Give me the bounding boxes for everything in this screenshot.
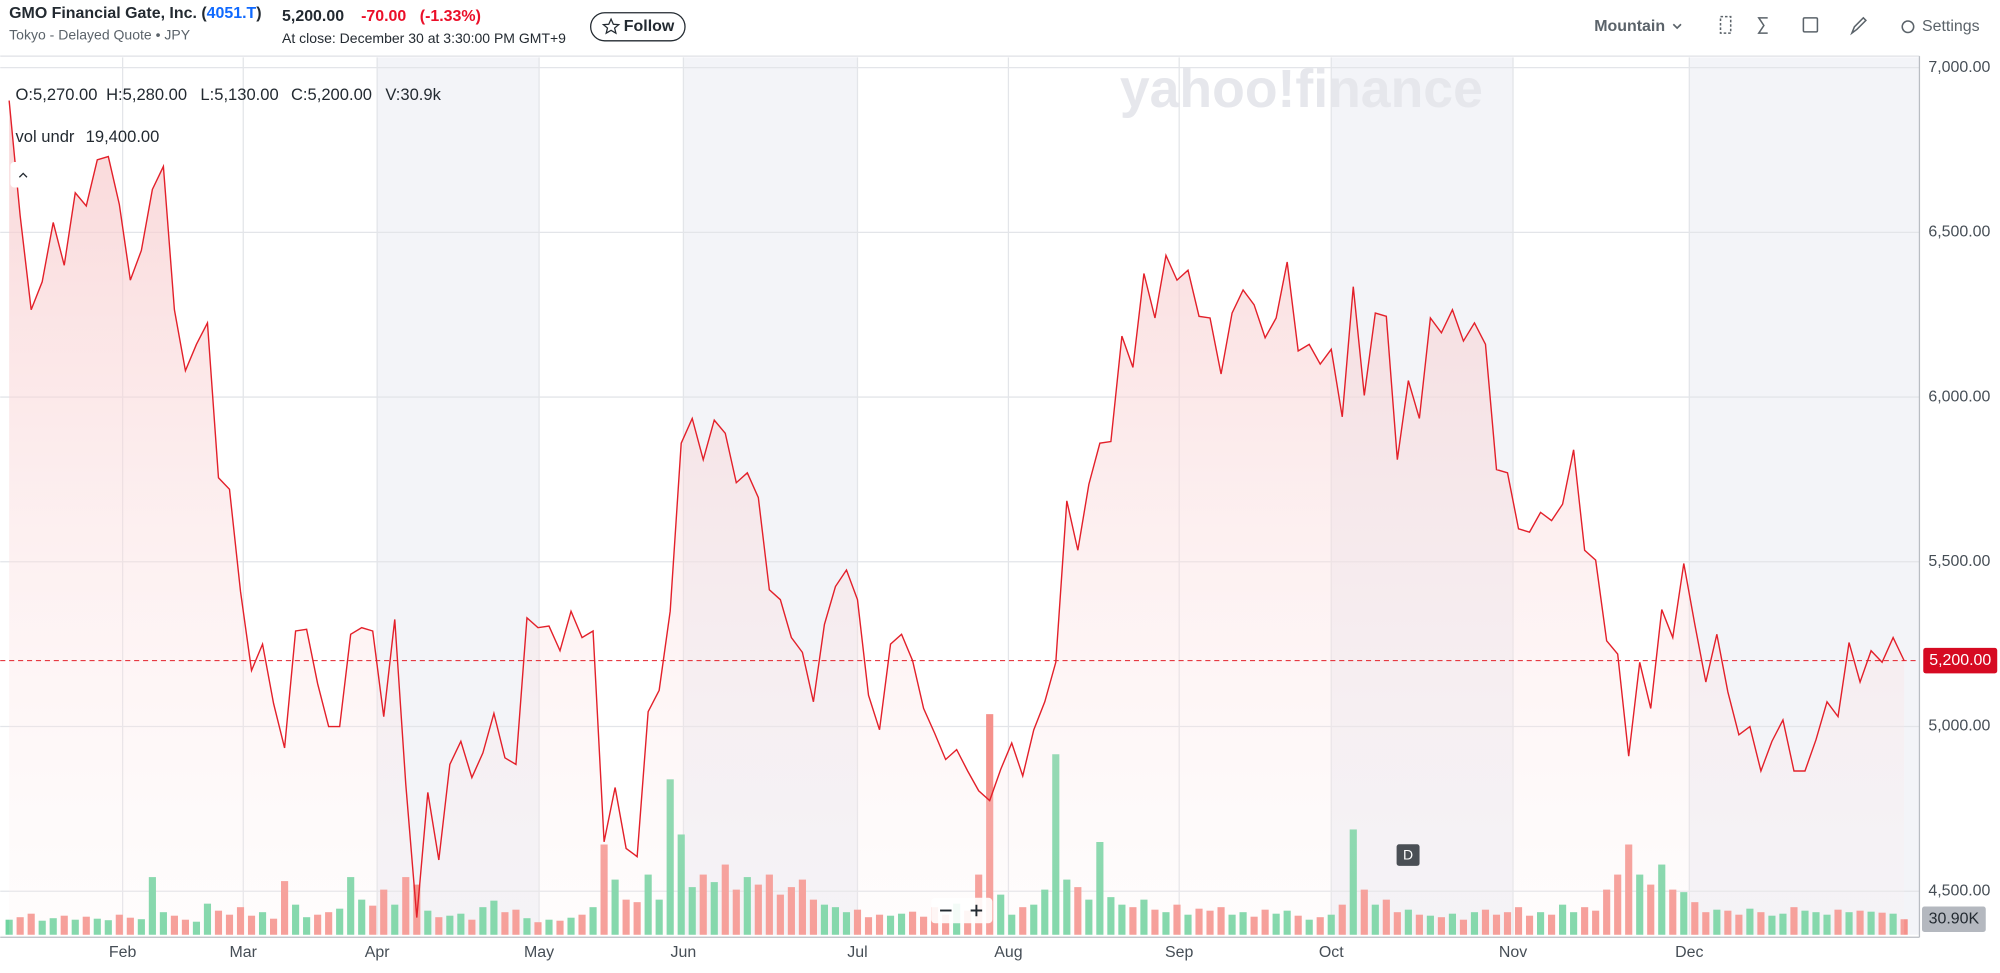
y-tick-label: 4,500.00 bbox=[1928, 882, 1990, 899]
last-volume-tag bbox=[1921, 906, 1986, 933]
zoom-control bbox=[931, 897, 993, 924]
event-marker-bg[interactable] bbox=[1396, 844, 1420, 866]
ohlc-readout: O:5,270.00 H:5,280.00 L:5,130.00 C:5,200.00… bbox=[16, 85, 442, 104]
events-icon[interactable] bbox=[1802, 17, 1819, 33]
toolbar bbox=[1719, 15, 1915, 36]
star-icon bbox=[601, 17, 621, 35]
settings-icon[interactable] bbox=[1901, 20, 1915, 34]
x-tick-label: Oct bbox=[1319, 944, 1344, 961]
follow-outline bbox=[590, 12, 686, 42]
y-tick-label: 5,000.00 bbox=[1928, 718, 1990, 735]
ohlc-value: C:5,200.00 bbox=[291, 85, 372, 104]
last-price-tag bbox=[1923, 647, 1998, 674]
follow-label: Follow bbox=[624, 18, 675, 35]
ohlc-value: V:30.9k bbox=[385, 85, 441, 104]
y-tick-label: 7,000.00 bbox=[1928, 59, 1990, 76]
chevron bbox=[1672, 23, 1682, 30]
right-axis: 4,500.00 5,000.00 5,500.00 6,000.00 6,500.00… bbox=[109, 59, 1998, 961]
x-tick-label: Feb bbox=[109, 944, 137, 961]
company-name: GMO Financial Gate, Inc. ( bbox=[9, 5, 207, 22]
price-line bbox=[8, 100, 1905, 918]
indicator-value: 19,400.00 bbox=[86, 127, 160, 146]
collapse-chevron bbox=[18, 172, 28, 178]
x-tick-label: Dec bbox=[1675, 944, 1703, 961]
price: 5,200.00 bbox=[282, 8, 344, 25]
x-tick-label: Mar bbox=[230, 944, 258, 961]
chart-style-menu[interactable]: Mountain bbox=[1594, 18, 1682, 35]
compare-icon[interactable] bbox=[1719, 15, 1732, 34]
collapse-button[interactable] bbox=[10, 161, 36, 188]
price-area bbox=[9, 100, 1905, 935]
settings[interactable]: Settings bbox=[1922, 18, 1980, 35]
plot-area bbox=[0, 100, 1920, 935]
company-name-end: ) bbox=[256, 5, 261, 22]
y-tick-label: 6,000.00 bbox=[1928, 388, 1990, 405]
y-tick-label: 6,500.00 bbox=[1928, 224, 1990, 241]
ohlc-value: H:5,280.00 bbox=[106, 85, 187, 104]
event-marker: D bbox=[1403, 846, 1413, 862]
chart-style: Mountain bbox=[1594, 18, 1665, 35]
x-tick-label: Jun bbox=[671, 944, 697, 961]
x-tick-label: Aug bbox=[994, 944, 1022, 961]
follow-button[interactable]: Follow bbox=[590, 12, 686, 42]
volume-bar bbox=[5, 919, 13, 935]
x-tick-label: Nov bbox=[1499, 944, 1527, 961]
zoom-bg bbox=[931, 897, 993, 924]
title: GMO Financial Gate, Inc. (4051.T) bbox=[9, 5, 261, 22]
last-price-label: 5,200.00 bbox=[1929, 652, 1991, 669]
watermark: yahoo!finance bbox=[1120, 60, 1483, 119]
draw-icon[interactable] bbox=[1850, 16, 1867, 36]
last-volume-label: 30.90K bbox=[1929, 910, 1980, 927]
y-tick-label: 5,500.00 bbox=[1928, 553, 1990, 570]
change: -70.00 bbox=[361, 8, 406, 25]
x-tick-label: May bbox=[524, 944, 554, 961]
x-tick-label: Sep bbox=[1165, 944, 1193, 961]
subtitle: Tokyo - Delayed Quote • JPY bbox=[9, 26, 191, 42]
change-pct: (-1.33%) bbox=[420, 8, 481, 25]
indicators-icon[interactable] bbox=[1757, 17, 1768, 34]
indicator-label: vol undr bbox=[16, 127, 75, 146]
zoom-in[interactable] bbox=[970, 904, 983, 917]
x-tick-label: Apr bbox=[365, 944, 390, 961]
ticker[interactable]: 4051.T bbox=[207, 5, 257, 22]
x-tick-label: Jul bbox=[847, 944, 867, 961]
ohlc-value: O:5,270.00 bbox=[16, 85, 98, 104]
close-note: At close: December 30 at 3:30:00 PM GMT+… bbox=[282, 30, 566, 46]
ohlc-value: L:5,130.00 bbox=[200, 85, 278, 104]
